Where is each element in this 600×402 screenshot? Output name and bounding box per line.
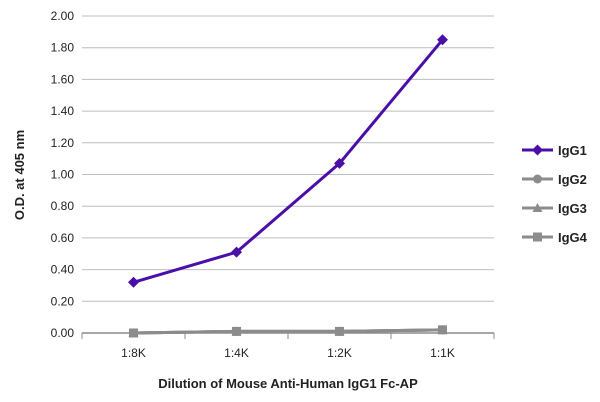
legend-label: IgG1 [558,143,587,158]
y-tick-label: 0.20 [51,294,75,308]
data-point-igg2 [335,326,344,336]
x-axis-ticks: 1:8K 1:4K 1:2K 1:1K [81,333,495,360]
y-axis-ticks: 0.00 0.20 0.40 0.60 0.80 1.00 1.20 1.40 1.60 1.80… [51,9,75,340]
y-tick-label: 0.40 [51,263,75,277]
y-tick-label: 0.80 [51,199,75,213]
legend-label: IgG3 [558,201,587,216]
legend: IgG1 IgG2 IgG3 IgG4 [522,143,588,245]
y-tick-label: 1.00 [51,168,75,182]
series-group [128,34,448,338]
y-axis-title: O.D. at 405 nm [12,130,27,220]
x-tick-label: 1:2K [327,346,352,360]
legend-label: IgG4 [558,230,588,245]
legend-item-igg3: IgG3 [522,201,587,216]
data-point-igg1 [128,276,139,288]
legend-item-igg1: IgG1 [522,143,587,158]
x-tick-label: 1:1K [430,346,455,360]
y-tick-label: 1.40 [51,104,75,118]
data-point-igg2 [232,326,241,336]
legend-item-igg4: IgG4 [522,230,588,245]
y-tick-label: 2.00 [51,9,75,23]
series-line-igg2 [133,328,443,335]
y-tick-label: 1.80 [51,41,75,55]
x-tick-label: 1:8K [121,346,146,360]
series-igg1 [128,34,448,288]
series-igg2 [129,325,447,338]
data-point-igg2 [129,328,138,338]
legend-marker-circle [533,174,542,184]
data-point-igg2 [438,325,447,335]
y-tick-label: 1.20 [51,136,75,150]
y-tick-label: 1.60 [51,72,75,86]
legend-item-igg2: IgG2 [522,172,587,187]
x-tick-label: 1:4K [224,346,249,360]
y-tick-label: 0.00 [51,326,75,340]
legend-marker-diamond [532,144,543,156]
x-axis-title: Dilution of Mouse Anti-Human IgG1 Fc-AP [158,376,418,391]
data-point-igg1 [437,34,448,46]
series-line-igg1 [133,38,444,284]
legend-marker-square [533,232,542,242]
y-tick-label: 0.60 [51,231,75,245]
data-point-igg1 [334,157,345,169]
legend-label: IgG2 [558,172,587,187]
legend-marker-triangle [532,203,543,212]
data-point-igg1 [231,246,242,258]
gridlines [82,15,494,302]
